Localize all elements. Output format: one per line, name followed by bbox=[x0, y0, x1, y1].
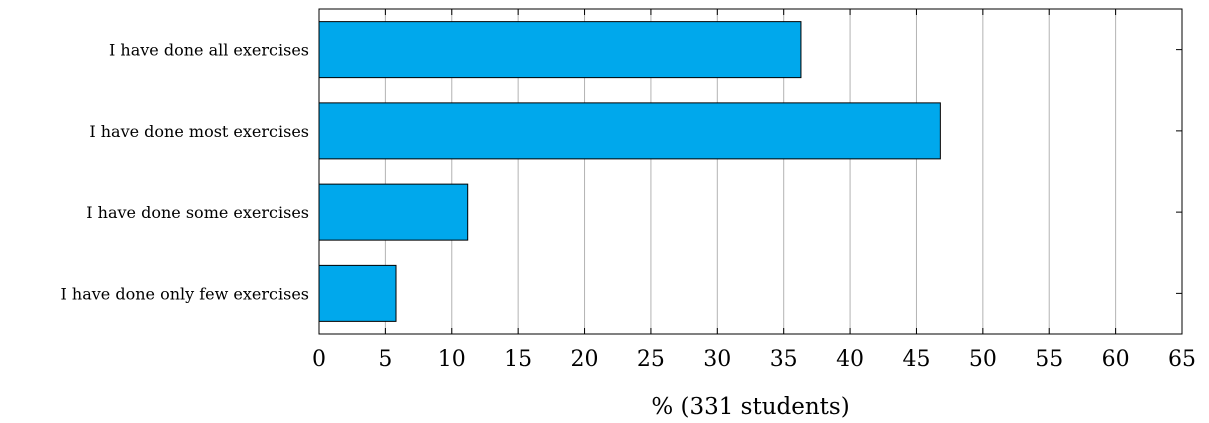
x-tick-labels: 0 5 10 15 20 25 30 35 40 45 50 55 60 65 bbox=[312, 347, 1196, 372]
plot-frame bbox=[318, 8, 1183, 335]
x-tick-label: 45 bbox=[902, 347, 930, 372]
x-tick-label: 20 bbox=[571, 347, 599, 372]
x-tick-label: 10 bbox=[438, 347, 466, 372]
x-axis-title: % (331 students) bbox=[651, 394, 849, 420]
bar bbox=[318, 183, 469, 241]
bar bbox=[318, 102, 941, 160]
axis-ticks bbox=[318, 9, 1183, 334]
bar bbox=[318, 21, 802, 79]
category-label: I have done only few exercises bbox=[60, 284, 309, 303]
category-labels: I have done all exercises I have done mos… bbox=[60, 41, 309, 304]
x-tick-label: 35 bbox=[770, 347, 798, 372]
bars bbox=[318, 21, 941, 322]
category-label: I have done most exercises bbox=[89, 122, 309, 141]
category-label: I have done some exercises bbox=[86, 203, 309, 222]
x-tick-label: 25 bbox=[637, 347, 665, 372]
x-tick-label: 40 bbox=[836, 347, 864, 372]
category-label: I have done all exercises bbox=[109, 41, 309, 60]
x-tick-label: 65 bbox=[1168, 347, 1196, 372]
x-tick-label: 60 bbox=[1102, 347, 1130, 372]
x-tick-label: 15 bbox=[504, 347, 532, 372]
bar bbox=[318, 264, 397, 322]
x-tick-label: 55 bbox=[1035, 347, 1063, 372]
x-tick-label: 30 bbox=[703, 347, 731, 372]
x-tick-label: 50 bbox=[969, 347, 997, 372]
x-tick-label: 5 bbox=[378, 347, 392, 372]
x-tick-label: 0 bbox=[312, 347, 326, 372]
